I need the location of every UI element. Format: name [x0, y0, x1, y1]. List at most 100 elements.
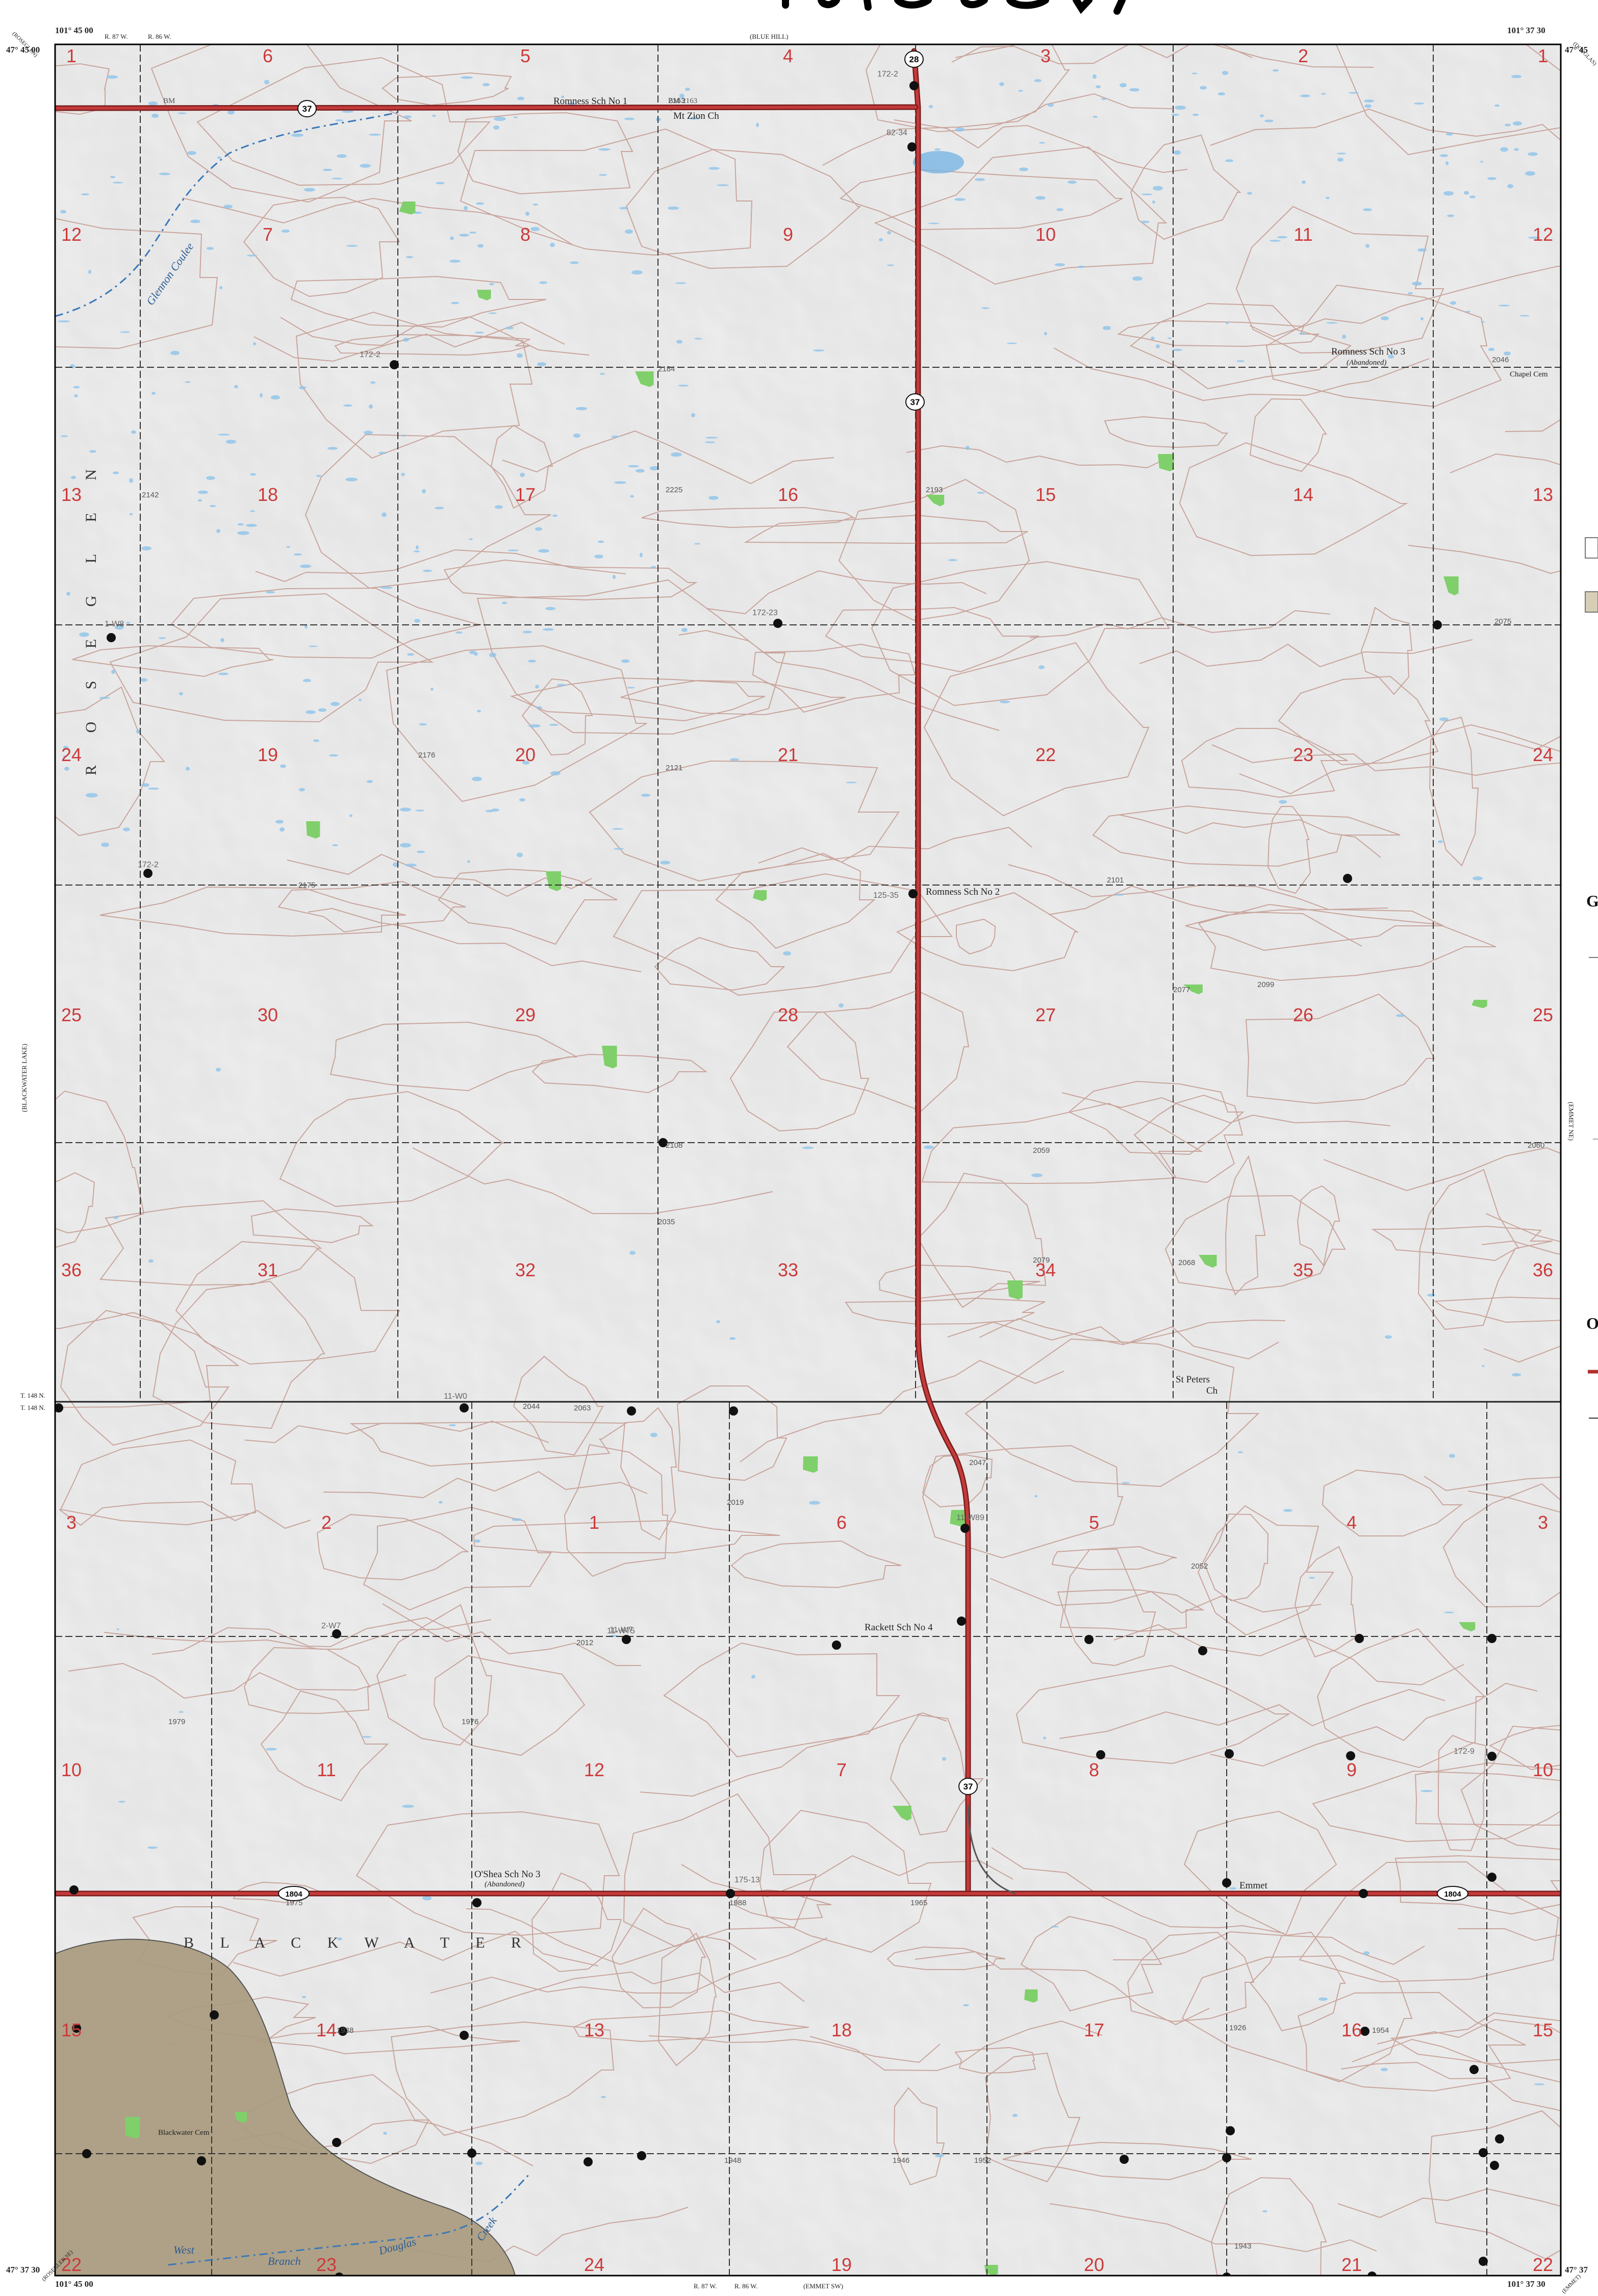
pond — [359, 699, 362, 701]
pond — [520, 473, 525, 477]
section-number: 18 — [831, 2020, 852, 2040]
elevation-label: 2101 — [1107, 876, 1124, 885]
elevation-label: 2047 — [969, 1458, 986, 1467]
pond — [1012, 2114, 1018, 2117]
vegetation-patch — [125, 2117, 140, 2139]
pond — [362, 1736, 371, 1737]
well-label: 125-35 — [873, 891, 899, 900]
pond — [708, 167, 720, 169]
cropped-title-fragment — [785, 0, 1122, 11]
label-st-peters-ch: Ch — [1206, 1385, 1218, 1396]
section-number: 13 — [584, 2020, 604, 2040]
pond — [621, 660, 629, 663]
pond — [1505, 123, 1511, 126]
pond — [517, 853, 523, 857]
pond — [89, 450, 96, 453]
corner-sw-lon: 101° 45 00 — [55, 2279, 93, 2289]
pond — [1175, 106, 1186, 110]
pond — [1513, 121, 1522, 126]
pond — [1299, 333, 1305, 335]
pond — [494, 117, 506, 121]
pond — [405, 864, 417, 867]
range-west-top: R. 87 W. — [105, 33, 128, 41]
pond — [459, 234, 469, 237]
pond — [1225, 159, 1233, 162]
pond — [681, 628, 688, 632]
label-bm-left: BM — [163, 97, 175, 105]
pond — [694, 338, 702, 339]
pond — [963, 2004, 969, 2006]
section-number: 12 — [61, 224, 82, 245]
pond — [250, 473, 256, 476]
pond — [1427, 1294, 1435, 1297]
pond — [879, 238, 883, 241]
pond — [549, 724, 559, 726]
well-label: 2-W7 — [321, 1622, 341, 1630]
pond — [977, 492, 985, 494]
pond — [751, 1675, 755, 1678]
pond — [999, 82, 1004, 86]
well-label: 11-W0 — [444, 1392, 467, 1401]
pond — [813, 349, 824, 351]
pond — [159, 173, 170, 175]
elevation-label: 2184 — [658, 365, 675, 373]
pond — [935, 2154, 944, 2157]
section-number: 4 — [783, 45, 793, 66]
well-point — [960, 1524, 970, 1533]
pond — [73, 386, 80, 389]
pond — [708, 496, 719, 500]
pond — [218, 434, 230, 435]
pond — [474, 652, 478, 656]
pond — [1191, 72, 1198, 74]
pond — [730, 758, 739, 761]
well-point — [1495, 2134, 1504, 2143]
pond — [474, 1540, 480, 1543]
corner-se-lon: 101° 37 30 — [1507, 2279, 1545, 2289]
well-point — [143, 869, 153, 878]
pond — [1122, 1482, 1130, 1484]
pond — [423, 570, 432, 572]
pond — [217, 157, 221, 159]
pond — [299, 788, 305, 791]
pond — [1494, 105, 1500, 107]
pond — [148, 788, 159, 790]
pond — [955, 128, 965, 132]
pond — [523, 631, 532, 634]
svg-text:1804: 1804 — [1444, 1890, 1461, 1899]
pond — [594, 554, 603, 559]
section-number: 30 — [258, 1004, 278, 1025]
pond — [383, 2132, 387, 2135]
section-number: 10 — [61, 1759, 82, 1780]
section-number: 5 — [520, 45, 530, 66]
pond — [113, 1216, 118, 1219]
pond — [1412, 282, 1422, 286]
pond — [1507, 184, 1513, 188]
pond — [74, 394, 78, 397]
section-number: 8 — [1089, 1759, 1099, 1780]
well-point — [1096, 1750, 1105, 1759]
pond — [179, 692, 183, 695]
pond — [1396, 1014, 1405, 1017]
pond — [1500, 147, 1508, 152]
pond — [400, 843, 411, 848]
township-top: T. 148 N. — [20, 1392, 45, 1400]
legend-box-tan — [1585, 592, 1598, 612]
pond — [415, 810, 424, 811]
elevation-label: 1979 — [168, 1718, 185, 1726]
section-number: 32 — [515, 1259, 536, 1280]
section-number: 36 — [1533, 1259, 1553, 1280]
section-number: 6 — [263, 45, 273, 66]
elevation-label: 1988 — [729, 1899, 746, 1907]
well-point — [1198, 1646, 1207, 1655]
pond — [101, 843, 109, 847]
pond — [1264, 119, 1274, 122]
pond — [271, 395, 280, 399]
legend-o-label: O — [1586, 1314, 1598, 1333]
pond — [198, 491, 208, 494]
pond — [1270, 240, 1281, 242]
elevation-label: 2044 — [523, 1402, 540, 1411]
pond — [1465, 311, 1470, 312]
well-point — [1479, 2257, 1488, 2266]
pond — [1048, 104, 1054, 107]
pond — [1449, 1454, 1455, 1458]
